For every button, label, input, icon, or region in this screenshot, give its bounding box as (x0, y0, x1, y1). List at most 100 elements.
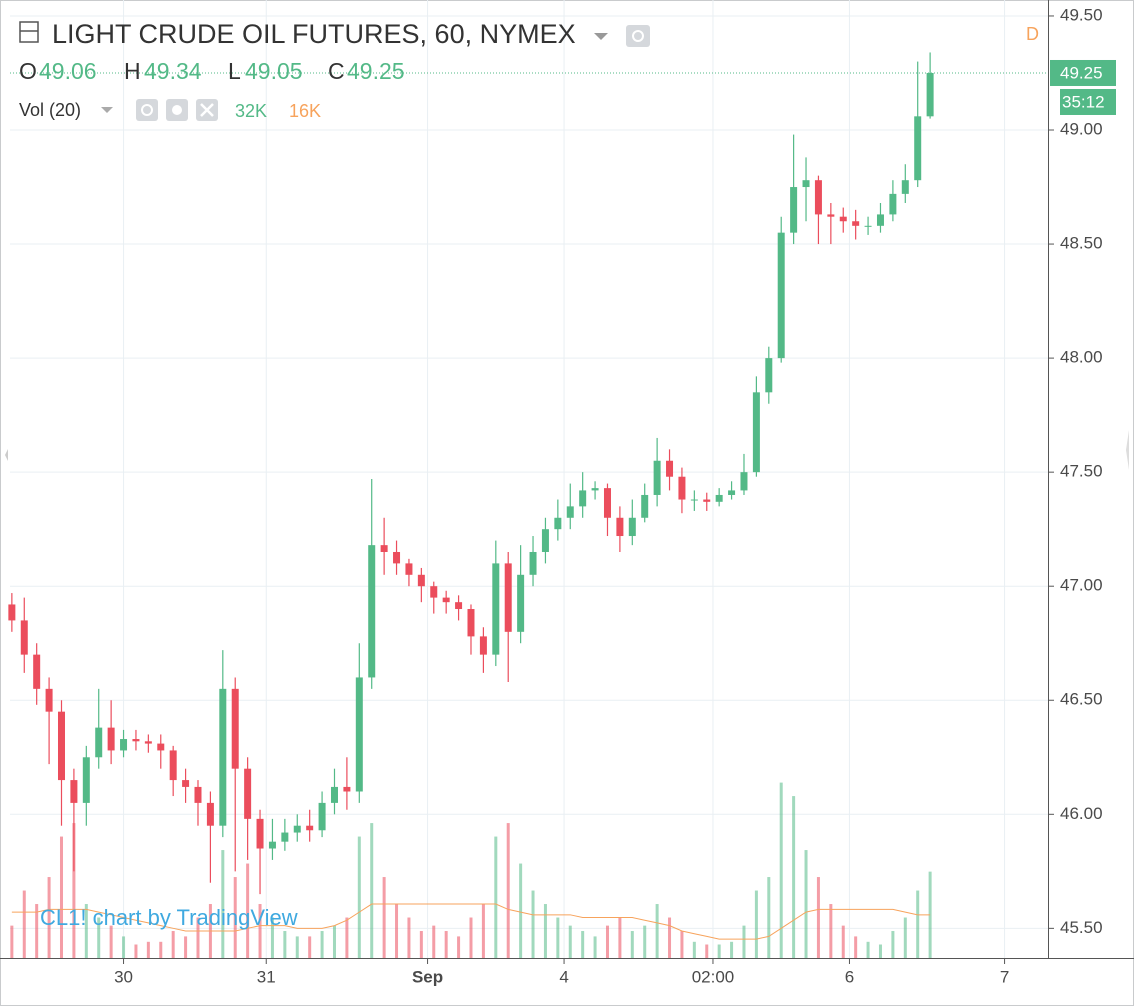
ohlc-label: L (228, 58, 241, 84)
volume-bar (829, 904, 833, 958)
volume-bar (382, 877, 386, 958)
volume-ma-value: 16K (289, 101, 321, 121)
candle-layer (8, 52, 934, 895)
candle-body (591, 488, 599, 491)
volume-bar (593, 936, 597, 958)
volume-bar (258, 904, 262, 958)
volume-bar (481, 904, 485, 958)
candle-body (57, 711, 65, 781)
candle-body (281, 832, 289, 842)
volume-bar (457, 936, 461, 958)
volume-bar (680, 931, 684, 958)
title-dropdown[interactable] (594, 33, 608, 40)
candle-body (864, 225, 872, 227)
candle-body (541, 529, 549, 552)
collapse-icon[interactable] (19, 21, 39, 43)
y-tick-label: 48.00 (1060, 348, 1103, 367)
candle-body (442, 597, 450, 603)
candle-body (157, 743, 165, 751)
volume-bar (35, 904, 39, 958)
volume-bar (332, 925, 336, 958)
volume-bar (407, 917, 411, 958)
volume-bar (283, 931, 287, 958)
candle-body (802, 180, 810, 188)
candle-body (194, 786, 202, 803)
candle-body (554, 517, 562, 530)
candle-body (293, 825, 301, 833)
volume-visibility-icon[interactable] (136, 99, 158, 121)
volume-bar (692, 941, 696, 958)
candle-body (777, 232, 785, 359)
candle-body (380, 545, 388, 552)
volume-bar (233, 877, 237, 958)
candle-body (455, 602, 463, 610)
candle-body (690, 499, 698, 501)
x-tick-label: 4 (559, 967, 568, 986)
volume-bar (10, 925, 14, 958)
visibility-icon-eye (632, 30, 644, 42)
volume-bar (630, 931, 634, 958)
candle-body (926, 72, 934, 117)
visibility-icon[interactable] (626, 25, 650, 47)
volume-bar (357, 836, 361, 958)
candle-body (628, 517, 636, 537)
grid (10, 0, 1048, 958)
candle-body (740, 472, 748, 491)
interval-badge[interactable]: D (1026, 24, 1039, 44)
volume-dropdown[interactable] (101, 107, 113, 113)
volume-bar (22, 890, 26, 958)
volume-value: 32K (235, 101, 267, 121)
countdown-box (1060, 88, 1116, 115)
volume-bar (767, 877, 771, 958)
candle-body (393, 551, 401, 564)
candle-body (839, 216, 847, 222)
candle-body (95, 727, 103, 758)
candle-body (417, 574, 425, 587)
left-scroll (1126, 430, 1129, 470)
volume-bar (159, 941, 163, 958)
y-tick-label: 49.50 (1060, 5, 1103, 24)
volume-bar (754, 890, 758, 958)
axes: 45.50 46.00 46.50 47.00 47.50 48.00 48.50 49.00… (10, 5, 1116, 986)
y-tick-label: 48.50 (1060, 234, 1103, 253)
last-price-box (1050, 59, 1116, 86)
x-tick-label: 7 (1000, 967, 1009, 986)
volume-bar (581, 931, 585, 958)
candle-body (914, 116, 922, 181)
watermark[interactable]: CL1! chart by TradingView (40, 905, 298, 930)
volume-bar (903, 917, 907, 958)
volume-bar (395, 904, 399, 958)
volume-remove-cross (200, 103, 214, 117)
volume-bar (506, 823, 510, 958)
volume-bar (916, 890, 920, 958)
candle-body (330, 786, 338, 803)
volume-bar (891, 931, 895, 958)
volume-bar (72, 823, 76, 958)
candle-body (728, 490, 736, 495)
candle-body (206, 802, 214, 826)
candle-body (144, 741, 152, 744)
candle-body (715, 494, 723, 502)
candle-body (70, 780, 78, 803)
candle-body (20, 620, 28, 655)
candle-body (765, 358, 773, 393)
left-handle (5, 449, 8, 461)
candle-body (852, 221, 860, 226)
y-tick-label: 45.50 (1060, 918, 1103, 937)
candle-body (306, 825, 314, 831)
y-tick-label: 47.00 (1060, 576, 1103, 595)
x-tick-label: Sep (412, 967, 443, 986)
y-tick-label: 46.50 (1060, 690, 1103, 709)
volume-title: Vol (20) (19, 100, 81, 120)
volume-bar (730, 941, 734, 958)
candle-body (268, 841, 276, 849)
candle-body (504, 563, 512, 632)
volume-bar (59, 836, 63, 958)
x-tick-label: 02:00 (692, 967, 735, 986)
candle-body (430, 586, 438, 598)
candle-body (244, 768, 252, 819)
volume-bar (866, 941, 870, 958)
volume-bar (543, 904, 547, 958)
